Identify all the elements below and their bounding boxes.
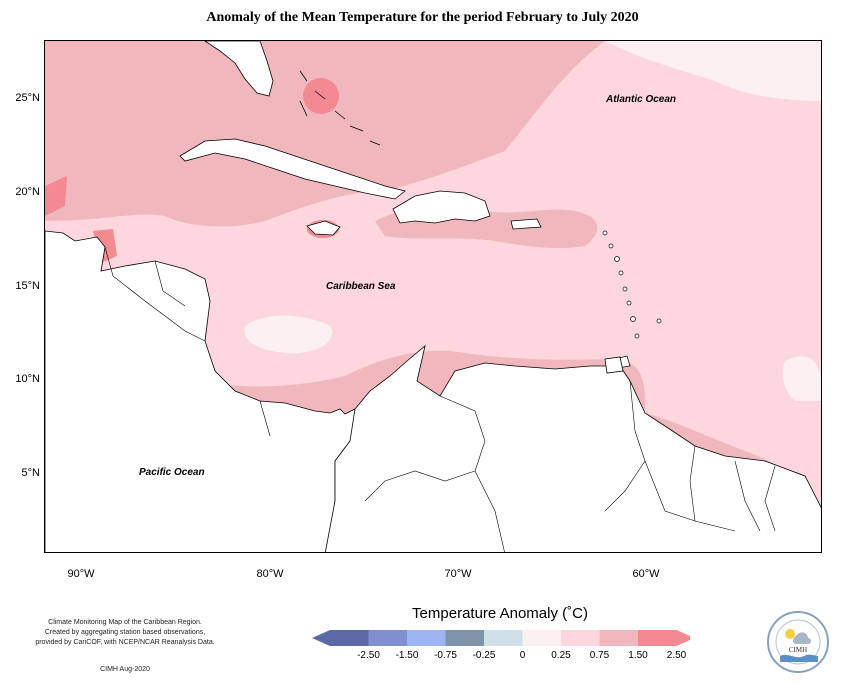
logo-text: CIMH — [789, 646, 807, 654]
anomaly-band-150-250-yucatan — [45, 176, 67, 216]
map-canvas — [45, 41, 821, 552]
lon-tick-80: 80°W — [256, 568, 284, 580]
legend-swatch — [330, 630, 369, 646]
lat-tick-15: 15°N — [15, 280, 40, 292]
map-title: Anomaly of the Mean Temperature for the … — [206, 10, 639, 25]
legend-swatch — [368, 630, 407, 646]
label-atlantic-ocean: Atlantic Ocean — [606, 94, 677, 105]
legend-arrow-low — [312, 630, 330, 646]
legend-tick-label: 1.50 — [628, 650, 648, 661]
land-hispaniola — [392, 190, 491, 224]
legend-tick-label: 2.50 — [666, 650, 687, 661]
lat-tick-25: 25°N — [15, 92, 40, 104]
land-south-america — [324, 344, 821, 552]
land-cuba — [179, 138, 406, 200]
country-borders — [104, 246, 776, 552]
legend-swatch — [561, 630, 600, 646]
legend-tick-label: -2.50 — [357, 650, 380, 661]
legend-tick-label: -1.50 — [395, 650, 419, 661]
anomaly-band-0-025-caribbean — [244, 315, 333, 354]
lon-tick-90: 90°W — [67, 568, 95, 580]
anomaly-band-0-025-ne — [605, 41, 821, 101]
legend-tick-label: -0.75 — [434, 650, 457, 661]
label-pacific-ocean: Pacific Ocean — [139, 467, 205, 478]
legend-swatch — [445, 630, 484, 646]
footnote-line: Climate Monitoring Map of the Caribbean … — [48, 619, 202, 626]
footnote-line: Created by aggregating station based obs… — [44, 629, 206, 636]
land-bahamas — [299, 70, 381, 146]
land-trinidad — [604, 356, 624, 374]
legend-title: Temperature Anomaly (˚C) — [412, 605, 588, 622]
anomaly-band-0-025-east — [782, 356, 821, 401]
legend-arrow-high — [676, 630, 690, 646]
land-jamaica — [306, 220, 341, 236]
footnote-credit: CIMH Aug-2020 — [100, 666, 150, 673]
map-footnote: Climate Monitoring Map of the Caribbean … — [20, 618, 230, 648]
land-florida — [204, 41, 274, 97]
legend-colorbar — [312, 630, 690, 646]
land-puerto-rico — [510, 218, 542, 230]
legend-swatch — [599, 630, 638, 646]
lon-tick-70: 70°W — [444, 568, 472, 580]
legend-swatch — [484, 630, 523, 646]
lat-tick-10: 10°N — [15, 373, 40, 385]
legend-swatch — [522, 630, 561, 646]
lat-tick-20: 20°N — [15, 186, 40, 198]
temperature-anomaly-map — [44, 40, 822, 553]
cimh-logo-icon: CIMH — [767, 611, 829, 673]
anomaly-band-075-150-north — [45, 41, 605, 227]
legend-swatch — [407, 630, 446, 646]
lat-tick-5: 5°N — [21, 467, 40, 479]
legend-tick-label: 0 — [519, 650, 526, 661]
legend-tick-label: -0.25 — [472, 650, 496, 661]
label-caribbean-sea: Caribbean Sea — [326, 281, 396, 292]
legend-tick-label: 0.25 — [551, 650, 571, 661]
lon-tick-60: 60°W — [632, 568, 660, 580]
legend-tick-label: 0.75 — [589, 650, 610, 661]
footnote-line: provided by CariCOF, with NCEP/NCAR Rean… — [35, 639, 215, 646]
legend-swatch — [638, 630, 677, 646]
